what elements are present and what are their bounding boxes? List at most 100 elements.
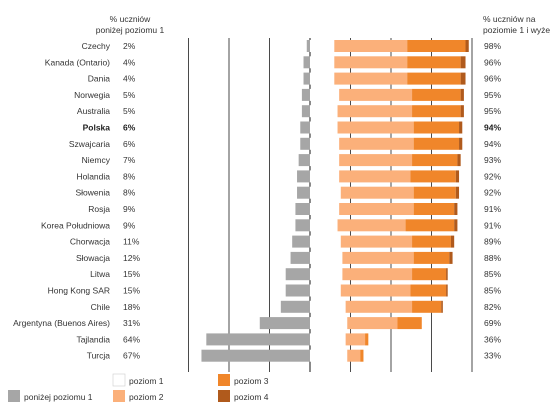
bar-below-level1 — [285, 268, 310, 281]
bar-below-level1 — [259, 317, 310, 330]
level1-and-above-value: 94% — [484, 139, 501, 149]
bar-below-level1 — [290, 251, 310, 264]
bar-level-3 — [412, 300, 442, 313]
level1-and-above-value: 92% — [484, 171, 501, 181]
bar-level-3 — [410, 170, 456, 183]
bar-level-2 — [339, 170, 411, 183]
bar-below-level1 — [306, 40, 310, 52]
bar-level-2 — [342, 251, 414, 264]
below-level1-value: 12% — [123, 253, 140, 263]
bar-level-2 — [347, 317, 398, 330]
bar-level-1 — [310, 203, 340, 215]
country-label: Holandia — [76, 171, 110, 181]
country-label: Rosja — [88, 204, 110, 214]
bar-below-level1 — [295, 203, 310, 215]
bar-level-3 — [413, 203, 455, 215]
bar-level-3 — [413, 121, 460, 134]
level1-and-above-value: 85% — [484, 269, 501, 279]
header-above-line2: poziomie 1 i wyżej — [483, 25, 550, 35]
level1-and-above-value: 36% — [484, 334, 501, 344]
country-label: Szwajcaria — [69, 139, 110, 149]
level1-and-above-value: 82% — [484, 302, 501, 312]
bar-below-level1 — [280, 300, 310, 313]
bar-below-level1 — [300, 137, 310, 150]
bar-level-4 — [459, 121, 463, 134]
below-level1-value: 8% — [123, 171, 136, 181]
bar-level-4 — [460, 88, 464, 101]
below-level1-value: 15% — [123, 269, 140, 279]
bar-level-4 — [465, 40, 469, 52]
below-level1-value: 15% — [123, 286, 140, 296]
level1-and-above-value: 95% — [484, 106, 501, 116]
country-label: Korea Południowa — [41, 220, 110, 230]
bar-level-3 — [407, 56, 461, 69]
bar-below-level1 — [301, 88, 310, 101]
bar-level-2 — [347, 349, 361, 362]
country-label: Chorwacja — [70, 237, 110, 247]
below-level1-value: 7% — [123, 155, 136, 165]
below-level1-value: 31% — [123, 318, 140, 328]
bar-level-2 — [339, 137, 414, 150]
bar-level-1 — [310, 349, 348, 362]
country-label: Kanada (Ontario) — [45, 57, 110, 67]
bar-level-2 — [345, 300, 413, 313]
country-label: Polska — [83, 123, 111, 133]
bar-level-1 — [310, 170, 340, 183]
below-level1-value: 67% — [123, 351, 140, 361]
bar-level-1 — [310, 235, 341, 248]
below-level1-value: 2% — [123, 41, 136, 51]
bar-level-4 — [455, 170, 460, 183]
legend-swatch — [218, 374, 230, 386]
bar-level-1 — [310, 300, 346, 313]
level1-and-above-value: 96% — [484, 57, 501, 67]
country-label: Norwegia — [74, 90, 110, 100]
legend-swatch — [113, 390, 125, 402]
bar-level-3 — [360, 349, 364, 362]
bar-level-4 — [446, 268, 448, 281]
legend-label: poziom 4 — [234, 392, 269, 402]
bar-level-1 — [310, 284, 341, 297]
bar-level-3 — [413, 137, 460, 150]
header-level1-and-above: % uczniów na poziomie 1 i wyżej — [483, 14, 550, 36]
below-level1-value: 8% — [123, 188, 136, 198]
country-label: Niemcy — [82, 155, 111, 165]
bar-level-3 — [412, 154, 458, 167]
bar-level-2 — [337, 219, 406, 232]
bar-level-1 — [310, 121, 338, 134]
below-level1-value: 4% — [123, 57, 136, 67]
below-level1-value: 6% — [123, 123, 136, 133]
bar-below-level1 — [298, 154, 310, 167]
bar-below-level1 — [295, 219, 310, 232]
level1-and-above-value: 98% — [484, 41, 501, 51]
bar-level-1 — [310, 56, 335, 69]
bar-below-level1 — [201, 349, 310, 362]
bar-level-1 — [310, 251, 343, 264]
bar-below-level1 — [297, 170, 310, 183]
bars — [201, 40, 469, 362]
bar-level-2 — [340, 284, 411, 297]
bar-level-1 — [310, 219, 338, 232]
country-label: Tajlandia — [76, 334, 110, 344]
legend-swatch — [218, 390, 230, 402]
header-above-line1: % uczniów na — [483, 14, 536, 24]
country-label: Litwa — [90, 269, 110, 279]
bar-level-4 — [457, 154, 461, 167]
bar-level-4 — [454, 219, 458, 232]
bar-level-3 — [405, 219, 455, 232]
bar-level-2 — [342, 268, 413, 281]
bar-level-3 — [410, 284, 447, 297]
bar-level-4 — [446, 284, 448, 297]
bar-below-level1 — [303, 56, 310, 69]
level1-and-above-value: 94% — [484, 123, 501, 133]
country-label: Czechy — [82, 41, 111, 51]
legend-label: poziom 3 — [234, 376, 269, 386]
bar-level-1 — [310, 137, 340, 150]
bar-below-level1 — [297, 186, 310, 199]
bar-level-2 — [337, 105, 413, 118]
level1-and-above-value: 96% — [484, 74, 501, 84]
bar-level-2 — [334, 56, 408, 69]
bar-level-4 — [449, 251, 453, 264]
bar-level-1 — [310, 333, 346, 346]
country-label: Dania — [88, 74, 110, 84]
